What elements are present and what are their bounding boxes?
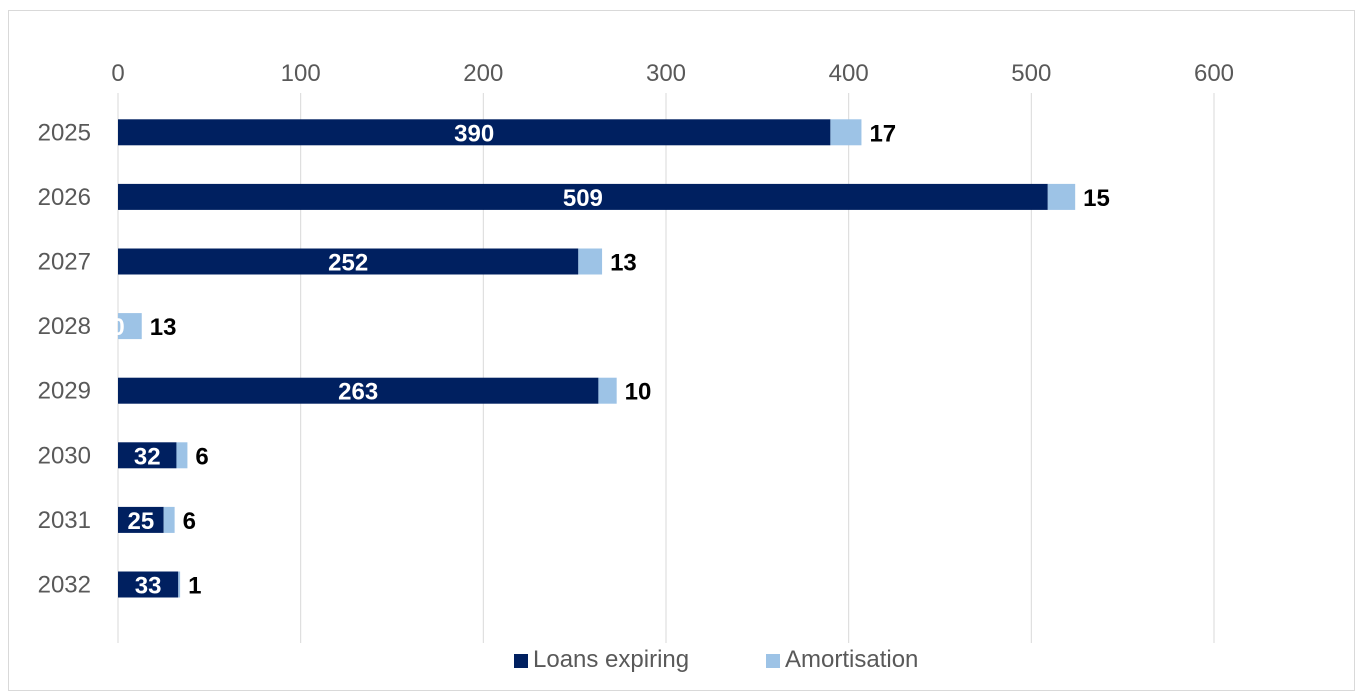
category-label: 2028 <box>38 313 91 340</box>
data-label-amortisation: 6 <box>195 443 208 470</box>
bar-amortisation <box>598 377 617 404</box>
x-tick-label: 100 <box>281 60 321 87</box>
bar-loans-expiring <box>118 571 179 598</box>
data-label-loans-expiring: 33 <box>135 573 162 600</box>
bar-amortisation <box>830 119 862 146</box>
data-label-loans-expiring: 390 <box>454 120 494 147</box>
bar-loans-expiring <box>118 119 831 146</box>
x-tick-label: 200 <box>463 60 503 87</box>
data-label-amortisation: 13 <box>610 250 637 277</box>
x-tick-label: 600 <box>1194 60 1234 87</box>
legend: Loans expiring Amortisation <box>514 646 918 673</box>
gridlines <box>117 93 1215 643</box>
data-label-loans-expiring: 252 <box>328 250 368 277</box>
category-labels: 2025 2026 2027 2028 2029 2030 2031 2032 <box>38 119 91 598</box>
bar-loans-expiring <box>118 442 177 469</box>
x-axis-tick-labels: 0 100 200 300 400 500 600 <box>111 60 1234 87</box>
data-label-loans-expiring: 32 <box>134 443 161 470</box>
bar-amortisation <box>176 442 188 469</box>
data-label-loans-expiring: 263 <box>338 379 378 406</box>
category-label: 2025 <box>38 119 91 146</box>
bar-loans-expiring <box>118 377 599 404</box>
x-tick-label: 0 <box>111 60 124 87</box>
legend-label: Loans expiring <box>533 646 689 673</box>
x-tick-label: 400 <box>829 60 869 87</box>
chart-frame: 0 100 200 300 400 500 600 2025 2026 2027 2028 2029… <box>8 10 1355 691</box>
data-labels: 390 17 509 15 252 13 0 13 263 10 32 6 25 6 33 1 <box>111 120 1110 599</box>
bar-chart: 0 100 200 300 400 500 600 20252026202720282029… <box>38 60 1234 673</box>
data-label-amortisation: 15 <box>1083 185 1110 212</box>
category-label: 2031 <box>38 507 91 534</box>
bars <box>118 119 1076 598</box>
legend-swatch <box>766 654 780 668</box>
bar-loans-expiring <box>118 248 579 275</box>
category-label: 2029 <box>38 378 91 405</box>
category-label: 2030 <box>38 442 91 469</box>
category-label: 2032 <box>38 572 91 599</box>
data-label-loans-expiring: 25 <box>127 508 154 535</box>
legend-label: Amortisation <box>785 646 918 673</box>
data-label-amortisation: 10 <box>625 379 652 406</box>
bar-amortisation <box>578 248 603 275</box>
x-tick-label: 300 <box>646 60 686 87</box>
x-tick-label: 500 <box>1011 60 1051 87</box>
bar-amortisation <box>163 506 175 533</box>
bar-amortisation <box>178 571 181 598</box>
legend-swatch <box>514 654 528 668</box>
data-label-amortisation: 6 <box>183 508 196 535</box>
bar-amortisation <box>118 313 142 340</box>
data-label-amortisation: 13 <box>150 314 177 341</box>
category-label: 2026 <box>38 184 91 211</box>
data-label-amortisation: 17 <box>869 120 896 147</box>
data-label-loans-expiring: 509 <box>563 185 603 212</box>
bar-loans-expiring <box>118 506 164 533</box>
bar-amortisation <box>1047 183 1076 210</box>
category-label: 2027 <box>38 249 91 276</box>
bar-loans-expiring <box>118 183 1048 210</box>
data-label-loans-expiring: 0 <box>111 314 124 341</box>
data-label-amortisation: 1 <box>188 573 201 600</box>
